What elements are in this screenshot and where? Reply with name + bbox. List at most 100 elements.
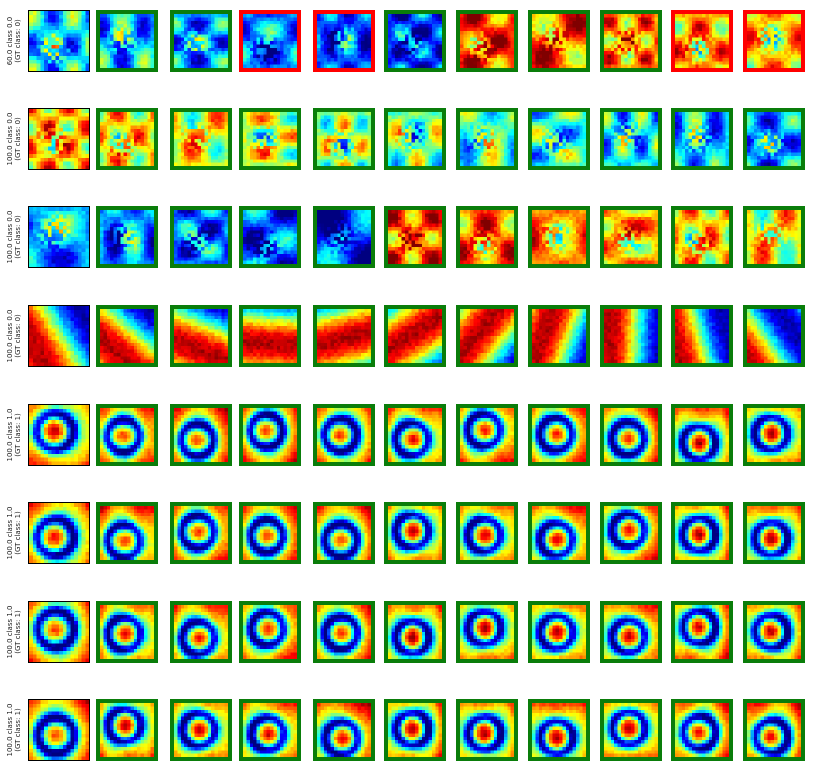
heatmap-canvas bbox=[243, 309, 297, 363]
neighbor-image-match bbox=[170, 502, 232, 564]
neighbor-image-mismatch bbox=[313, 10, 375, 72]
neighbor-image-match bbox=[600, 206, 662, 268]
heatmap-canvas bbox=[675, 14, 729, 68]
heatmap-canvas bbox=[100, 703, 154, 757]
heatmap-canvas bbox=[604, 14, 658, 68]
heatmap-canvas bbox=[243, 210, 297, 264]
heatmap-canvas bbox=[388, 309, 442, 363]
neighbor-image-match bbox=[456, 404, 518, 466]
row-label-score: 100.0 class 0.0 bbox=[6, 210, 14, 264]
heatmap-canvas bbox=[100, 14, 154, 68]
neighbor-image-match bbox=[528, 108, 590, 170]
neighbor-image-match bbox=[743, 404, 805, 466]
heatmap-canvas bbox=[604, 112, 658, 166]
neighbor-image-match bbox=[384, 404, 446, 466]
neighbor-image-match bbox=[170, 699, 232, 761]
heatmap-canvas bbox=[388, 210, 442, 264]
heatmap-canvas bbox=[532, 408, 586, 462]
row-label-score: 100.0 class 1.0 bbox=[6, 605, 14, 659]
heatmap-canvas bbox=[243, 605, 297, 659]
neighbor-image-match bbox=[170, 206, 232, 268]
heatmap-canvas bbox=[174, 210, 228, 264]
neighbor-image-match bbox=[456, 305, 518, 367]
heatmap-canvas bbox=[532, 210, 586, 264]
heatmap-canvas bbox=[460, 14, 514, 68]
neighbor-image-match bbox=[671, 206, 733, 268]
heatmap-canvas bbox=[532, 506, 586, 560]
heatmap-canvas bbox=[29, 207, 89, 267]
heatmap-canvas bbox=[460, 408, 514, 462]
neighbor-image-match bbox=[239, 699, 301, 761]
query-image bbox=[28, 108, 90, 170]
heatmap-canvas bbox=[532, 703, 586, 757]
neighbor-image-match bbox=[239, 502, 301, 564]
neighbor-image-match bbox=[384, 502, 446, 564]
heatmap-canvas bbox=[388, 605, 442, 659]
row-label-score: 100.0 class 0.0 bbox=[6, 309, 14, 363]
neighbor-image-match bbox=[96, 601, 158, 663]
heatmap-canvas bbox=[747, 210, 801, 264]
heatmap-canvas bbox=[604, 408, 658, 462]
heatmap-canvas bbox=[675, 506, 729, 560]
heatmap-canvas bbox=[317, 605, 371, 659]
neighbor-image-match bbox=[313, 108, 375, 170]
neighbor-image-match bbox=[170, 10, 232, 72]
heatmap-canvas bbox=[604, 703, 658, 757]
heatmap-canvas bbox=[29, 11, 89, 71]
neighbor-image-match bbox=[239, 108, 301, 170]
heatmap-canvas bbox=[675, 408, 729, 462]
heatmap-canvas bbox=[388, 112, 442, 166]
neighbor-image-match bbox=[671, 601, 733, 663]
neighbor-image-match bbox=[239, 206, 301, 268]
neighbor-image-match bbox=[456, 699, 518, 761]
heatmap-canvas bbox=[174, 703, 228, 757]
row-label-score: 100.0 class 1.0 bbox=[6, 408, 14, 462]
neighbor-image-match bbox=[671, 502, 733, 564]
neighbor-image-match bbox=[384, 305, 446, 367]
heatmap-canvas bbox=[604, 605, 658, 659]
heatmap-canvas bbox=[460, 605, 514, 659]
neighbor-image-mismatch bbox=[743, 10, 805, 72]
neighbor-image-match bbox=[170, 601, 232, 663]
heatmap-canvas bbox=[388, 408, 442, 462]
neighbor-image-match bbox=[528, 601, 590, 663]
row-label: 100.0 class 1.0 (GT class: 1) bbox=[6, 597, 22, 667]
row-label: 100.0 class 0.0 (GT class: 0) bbox=[6, 202, 22, 272]
heatmap-canvas bbox=[460, 309, 514, 363]
heatmap-canvas bbox=[174, 112, 228, 166]
heatmap-canvas bbox=[174, 506, 228, 560]
row-label: 100.0 class 1.0 (GT class: 1) bbox=[6, 400, 22, 470]
neighbor-image-match bbox=[456, 206, 518, 268]
heatmap-canvas bbox=[747, 309, 801, 363]
neighbor-image-match bbox=[384, 108, 446, 170]
neighbor-image-match bbox=[313, 601, 375, 663]
heatmap-canvas bbox=[100, 112, 154, 166]
neighbor-image-match bbox=[313, 404, 375, 466]
query-image bbox=[28, 502, 90, 564]
neighbor-image-match bbox=[743, 601, 805, 663]
heatmap-canvas bbox=[317, 408, 371, 462]
heatmap-canvas bbox=[243, 14, 297, 68]
query-image bbox=[28, 305, 90, 367]
neighbor-image-match bbox=[600, 404, 662, 466]
row-label-ground-truth: (GT class: 1) bbox=[14, 610, 22, 654]
row-label-ground-truth: (GT class: 0) bbox=[14, 215, 22, 259]
neighbor-image-match bbox=[239, 601, 301, 663]
heatmap-canvas bbox=[243, 703, 297, 757]
neighbor-image-match bbox=[239, 404, 301, 466]
neighbor-image-match bbox=[456, 108, 518, 170]
neighbor-image-match bbox=[313, 305, 375, 367]
query-image bbox=[28, 699, 90, 761]
heatmap-canvas bbox=[317, 112, 371, 166]
heatmap-canvas bbox=[675, 703, 729, 757]
row-label-ground-truth: (GT class: 0) bbox=[14, 19, 22, 63]
heatmap-canvas bbox=[532, 112, 586, 166]
heatmap-canvas bbox=[460, 703, 514, 757]
heatmap-canvas bbox=[747, 605, 801, 659]
row-label-ground-truth: (GT class: 0) bbox=[14, 117, 22, 161]
neighbor-image-match bbox=[600, 108, 662, 170]
heatmap-canvas bbox=[29, 503, 89, 563]
heatmap-canvas bbox=[243, 408, 297, 462]
heatmap-canvas bbox=[675, 210, 729, 264]
